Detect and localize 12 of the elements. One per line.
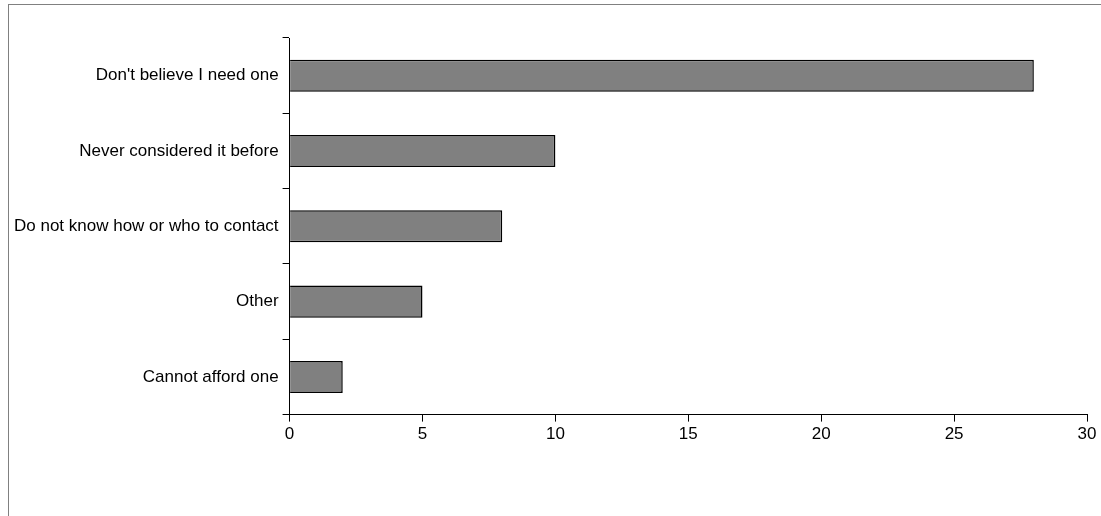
y-tick-label: Don't believe I need one xyxy=(95,65,279,85)
y-tick-label: Never considered it before xyxy=(79,140,279,160)
x-tick-label: 0 xyxy=(284,424,295,444)
x-tick-label: 5 xyxy=(417,424,428,444)
x-tick-label: 15 xyxy=(678,424,698,444)
x-tick-label: 10 xyxy=(545,424,565,444)
y-tick-label: Cannot afford one xyxy=(142,366,279,386)
y-tick-label: Other xyxy=(236,291,279,311)
x-tick-label: 30 xyxy=(1077,424,1097,444)
x-tick-label: 25 xyxy=(944,424,964,444)
x-tick-label: 20 xyxy=(811,424,831,444)
y-tick-label: Do not know how or who to contact xyxy=(13,215,279,235)
